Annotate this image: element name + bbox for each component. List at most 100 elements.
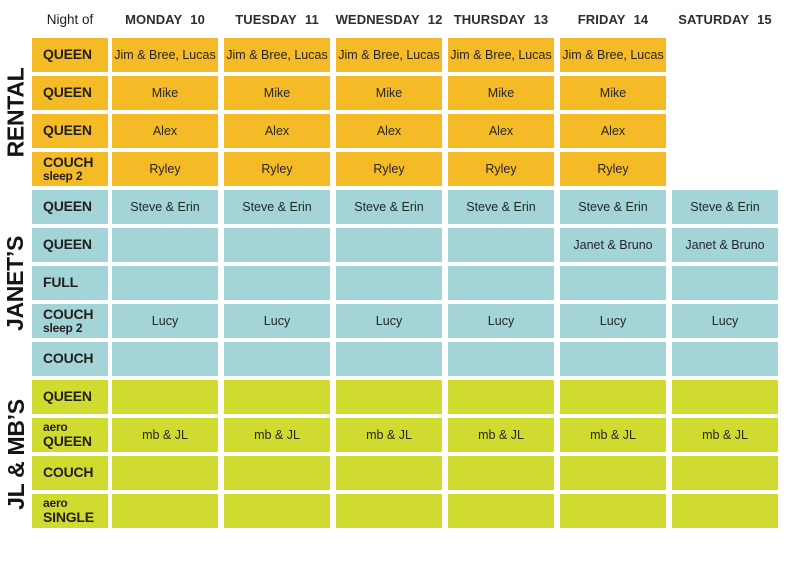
bed-label: COUCH [32, 342, 108, 376]
schedule-cell: Lucy [112, 304, 218, 338]
schedule-cell: Jim & Bree, Lucas [336, 38, 442, 72]
bed-label-line: QUEEN [43, 236, 92, 253]
schedule-cell: mb & JL [448, 418, 554, 452]
schedule-cell: Ryley [224, 152, 330, 186]
bed-label: aero QUEEN [32, 418, 108, 452]
schedule-cell [224, 342, 330, 376]
day-header-saturday: SATURDAY 15 [672, 0, 778, 38]
bed-label-line: QUEEN [43, 84, 92, 101]
schedule-cell [336, 266, 442, 300]
bed-label: QUEEN [32, 38, 108, 72]
schedule-cell [224, 228, 330, 262]
schedule-cell [448, 228, 554, 262]
schedule-cell [448, 456, 554, 490]
schedule-cell [112, 228, 218, 262]
section-label-janets: JANET’S [0, 190, 32, 376]
schedule-cell: Ryley [336, 152, 442, 186]
bed-label-line: QUEEN [43, 122, 92, 139]
bed-label: COUCH sleep 2 [32, 304, 108, 338]
schedule-cell [112, 380, 218, 414]
day-date: 12 [427, 11, 443, 27]
schedule-cell: Lucy [560, 304, 666, 338]
bed-label-line: COUCH [43, 153, 94, 170]
schedule-cell: Lucy [336, 304, 442, 338]
schedule-cell: Jim & Bree, Lucas [560, 38, 666, 72]
schedule-cell: Mike [224, 76, 330, 110]
schedule-cell [448, 266, 554, 300]
schedule-cell [560, 342, 666, 376]
schedule-cell [672, 494, 778, 528]
day-name: THURSDAY [453, 11, 526, 27]
schedule-cell: Alex [112, 114, 218, 148]
schedule-cell [672, 342, 778, 376]
bed-label-line: sleep 2 [43, 321, 83, 336]
schedule-cell [112, 494, 218, 528]
schedule-cell [336, 494, 442, 528]
schedule-cell: Alex [224, 114, 330, 148]
day-header-wednesday: WEDNESDAY 12 [335, 0, 443, 38]
schedule-cell: Ryley [448, 152, 554, 186]
day-header-monday: MONDAY 10 [112, 0, 218, 38]
bed-label-line: QUEEN [43, 388, 92, 405]
schedule-cell [672, 456, 778, 490]
schedule-cell [672, 266, 778, 300]
schedule-cell: mb & JL [336, 418, 442, 452]
bed-label: QUEEN [32, 114, 108, 148]
bed-label: QUEEN [32, 76, 108, 110]
schedule-cell: mb & JL [672, 418, 778, 452]
bed-label-line: QUEEN [43, 432, 92, 449]
schedule-cell: Janet & Bruno [672, 228, 778, 262]
day-name: MONDAY [125, 11, 183, 27]
bed-label: QUEEN [32, 228, 108, 262]
bed-label-line: COUCH [43, 464, 94, 481]
schedule-cell [224, 266, 330, 300]
bed-label-line: aero [43, 419, 68, 434]
bed-label-line: QUEEN [43, 198, 92, 215]
schedule-cell [336, 228, 442, 262]
schedule-cell [336, 456, 442, 490]
day-date: 11 [304, 11, 319, 27]
schedule-cell: Lucy [448, 304, 554, 338]
section-label-text: JANET’S [2, 235, 29, 331]
schedule-cell: Janet & Bruno [560, 228, 666, 262]
bed-label: COUCH sleep 2 [32, 152, 108, 186]
schedule-cell [112, 342, 218, 376]
schedule-cell [224, 380, 330, 414]
schedule-cell [560, 380, 666, 414]
schedule-cell: mb & JL [224, 418, 330, 452]
schedule-cell [448, 494, 554, 528]
bed-label-line: QUEEN [43, 46, 92, 63]
day-name: FRIDAY [577, 11, 626, 27]
schedule-cell: Steve & Erin [560, 190, 666, 224]
schedule-cell: Ryley [560, 152, 666, 186]
bed-label: FULL [32, 266, 108, 300]
schedule-cell [224, 456, 330, 490]
schedule-cell: Steve & Erin [224, 190, 330, 224]
bed-label-line: COUCH [43, 350, 94, 367]
schedule-cell [560, 266, 666, 300]
schedule-cell: mb & JL [112, 418, 218, 452]
day-name: WEDNESDAY [335, 11, 420, 27]
schedule-cell [560, 456, 666, 490]
bed-label-line: sleep 2 [43, 169, 83, 184]
schedule-cell: Steve & Erin [336, 190, 442, 224]
section-label-text: JL & MB’S [2, 398, 29, 510]
schedule-cell [112, 456, 218, 490]
schedule-cell [336, 380, 442, 414]
day-header-thursday: THURSDAY 13 [448, 0, 554, 38]
day-name: SATURDAY [678, 11, 750, 27]
bed-label: QUEEN [32, 190, 108, 224]
schedule-cell: Mike [560, 76, 666, 110]
schedule-cell: Mike [112, 76, 218, 110]
schedule-cell [336, 342, 442, 376]
schedule-cell: Lucy [672, 304, 778, 338]
section-label-jl-mbs: JL & MB’S [0, 380, 32, 528]
schedule-cell [112, 266, 218, 300]
schedule-cell: Steve & Erin [448, 190, 554, 224]
schedule-cell [560, 494, 666, 528]
schedule-cell: Steve & Erin [672, 190, 778, 224]
schedule-cell [448, 342, 554, 376]
day-date: 13 [533, 11, 549, 27]
schedule-cell [224, 494, 330, 528]
day-date: 10 [190, 11, 205, 27]
